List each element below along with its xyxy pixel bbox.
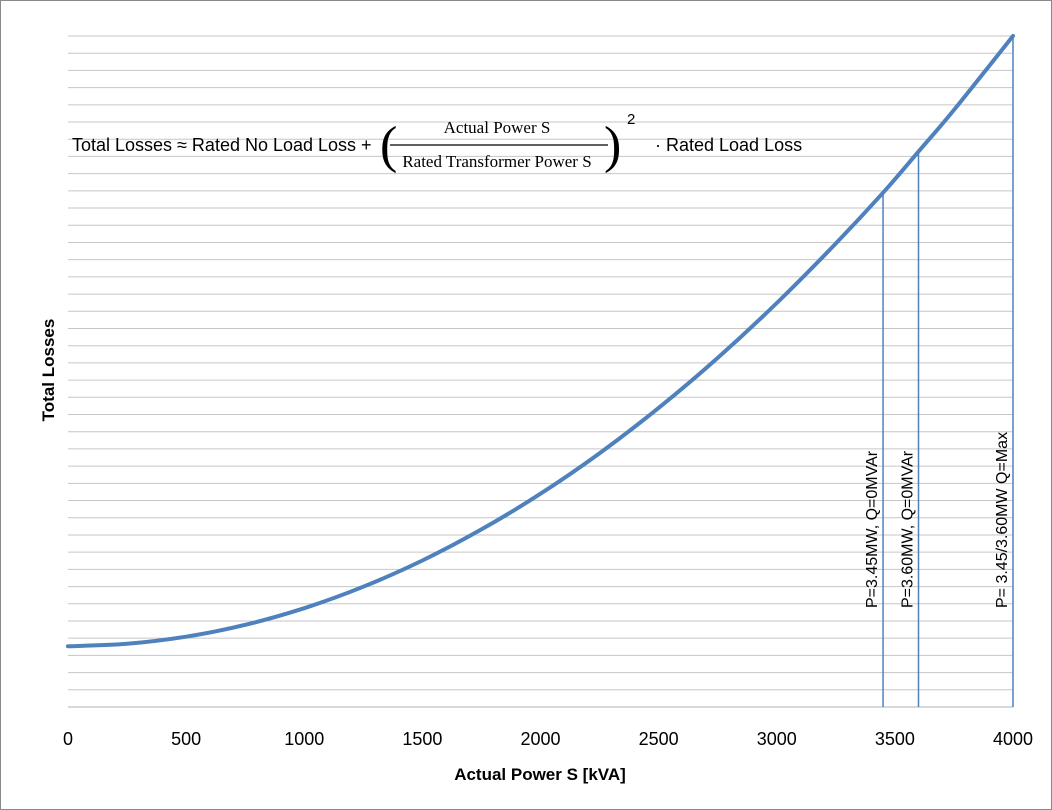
x-tick-label: 0 [63, 729, 73, 749]
x-tick-label: 2000 [520, 729, 560, 749]
x-tick-label: 1500 [402, 729, 442, 749]
formula-right-paren: ) [604, 117, 621, 174]
x-tick-label: 3500 [875, 729, 915, 749]
marker-label: P=3.60MW, Q=0MVAr [900, 450, 917, 608]
formula-left-paren: ( [380, 117, 397, 174]
formula-exponent: 2 [627, 111, 635, 128]
x-tick-label: 4000 [993, 729, 1033, 749]
x-tick-labels: 0 500 1000 1500 2000 2500 3000 3500 4000 [63, 729, 1033, 749]
formula-denominator: Rated Transformer Power S [402, 152, 591, 171]
x-tick-label: 3000 [757, 729, 797, 749]
formula-annotation: Total Losses ≈ Rated No Load Loss + ( Ac… [72, 111, 802, 174]
x-tick-label: 1000 [284, 729, 324, 749]
y-axis-title: Total Losses [39, 319, 58, 422]
formula-numerator: Actual Power S [444, 118, 551, 137]
series-line [66, 34, 1015, 649]
marker-label: P=3.45MW, Q=0MVAr [864, 450, 881, 608]
series-layer [66, 34, 1015, 649]
marker-label: P= 3.45/3.60MW Q=Max [994, 432, 1011, 608]
formula-suffix: · Rated Load Loss [655, 135, 802, 155]
x-axis-title: Actual Power S [kVA] [454, 765, 626, 784]
x-tick-label: 500 [171, 729, 201, 749]
vertical-markers: P=3.45MW, Q=0MVAr P=3.60MW, Q=0MVAr P= 3.4… [864, 36, 1014, 707]
formula-prefix: Total Losses ≈ Rated No Load Loss + [72, 135, 372, 155]
grid-lines [68, 35, 1013, 708]
x-tick-label: 2500 [639, 729, 679, 749]
